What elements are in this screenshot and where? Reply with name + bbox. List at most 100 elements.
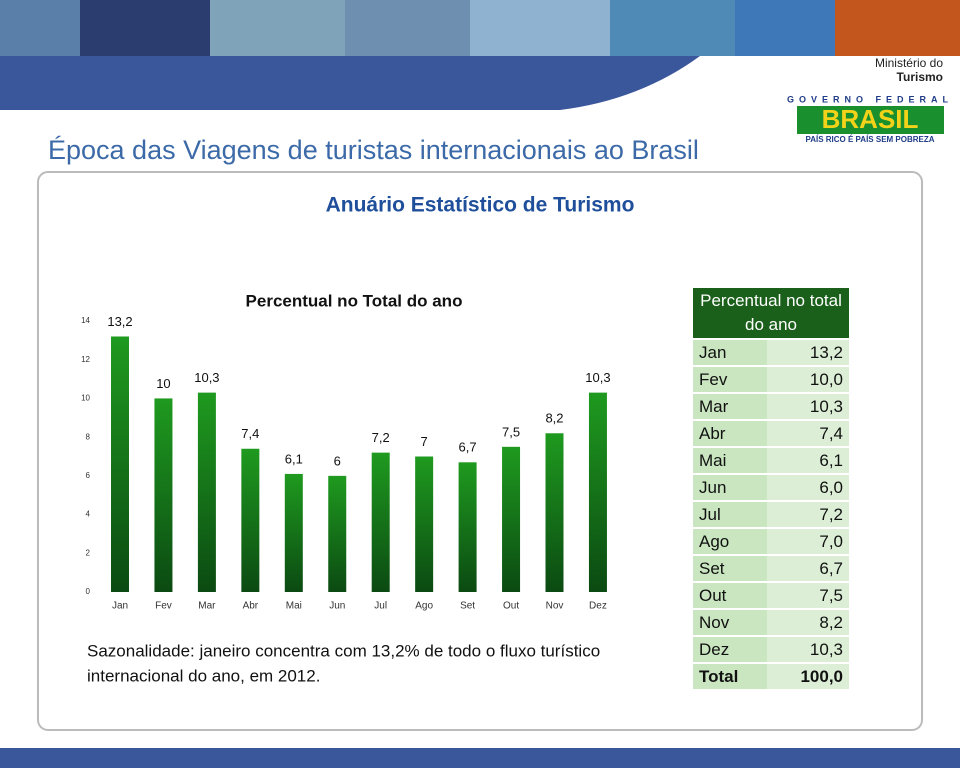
x-tick-label: Abr <box>243 601 259 612</box>
bar <box>545 433 564 592</box>
ministry: Ministério do <box>875 56 943 70</box>
value-label: 7,5 <box>502 424 520 439</box>
table-label: Total <box>693 664 767 689</box>
ministry-name: Turismo <box>897 70 943 84</box>
y-tick-label: 10 <box>81 394 90 403</box>
x-tick-label: Fev <box>155 601 172 612</box>
note-line: internacional do ano, em 2012. <box>87 666 320 685</box>
table-value: 10,0 <box>767 367 849 392</box>
value-label: 13,2 <box>107 314 132 329</box>
x-tick-label: Mai <box>286 601 302 612</box>
value-label: 6 <box>334 453 341 468</box>
value-label: 7,2 <box>372 430 390 445</box>
x-tick-label: Set <box>460 601 475 612</box>
y-tick-label: 8 <box>86 432 91 441</box>
table-label: Abr <box>693 421 767 446</box>
table-value: 7,4 <box>767 421 849 446</box>
bar <box>154 398 173 592</box>
table-label: Mar <box>693 394 767 419</box>
motto: PAÍS RICO É PAÍS SEM POBREZA <box>805 135 934 144</box>
x-tick-label: Jun <box>329 601 345 612</box>
bar <box>328 475 347 592</box>
y-tick-label: 2 <box>86 548 91 557</box>
x-tick-label: Out <box>503 601 519 612</box>
table-value: 6,1 <box>767 448 849 473</box>
y-tick-label: 6 <box>86 471 91 480</box>
table-row: Abr 7,4 <box>693 421 849 446</box>
table-value: 10,3 <box>767 394 849 419</box>
x-tick-label: Jul <box>374 601 387 612</box>
table-value: 6,0 <box>767 475 849 500</box>
brand-box <box>797 106 944 134</box>
table-label: Dez <box>693 637 767 662</box>
value-label: 7 <box>421 434 428 449</box>
table-row: Jul 7,2 <box>693 502 849 527</box>
table-row: Jan 13,2 <box>693 340 849 365</box>
y-tick-label: 14 <box>81 316 90 325</box>
table-row: Jun 6,0 <box>693 475 849 500</box>
table-value: 7,2 <box>767 502 849 527</box>
table-row: Ago 7,0 <box>693 529 849 554</box>
table-label: Jan <box>693 340 767 365</box>
table-value: 13,2 <box>767 340 849 365</box>
bar <box>502 446 521 592</box>
x-tick-label: Mar <box>198 601 216 612</box>
table-label: Set <box>693 556 767 581</box>
table-value: 7,0 <box>767 529 849 554</box>
note-line: Sazonalidade: janeiro concentra com 13,2… <box>87 641 600 660</box>
table-label: Mai <box>693 448 767 473</box>
bar <box>415 456 434 592</box>
bar <box>111 336 129 592</box>
table-row: Mar 10,3 <box>693 394 849 419</box>
table-label: Nov <box>693 610 767 635</box>
brand: BRASIL <box>822 104 919 134</box>
x-tick-label: Nov <box>546 601 564 612</box>
value-label: 6,7 <box>459 440 477 455</box>
table-value: 7,5 <box>767 583 849 608</box>
table-label: Jul <box>693 502 767 527</box>
table-row: Mai 6,1 <box>693 448 849 473</box>
table-value: 10,3 <box>767 637 849 662</box>
y-tick-label: 4 <box>86 510 91 519</box>
value-label: 6,1 <box>285 451 303 466</box>
y-tick-label: 12 <box>81 355 90 364</box>
table-row: Total 100,0 <box>693 664 849 689</box>
table-row: Dez 10,3 <box>693 637 849 662</box>
bar <box>197 392 216 592</box>
data-table: Percentual no total do ano Jan 13,2 Fev 10,… <box>693 286 849 691</box>
y-tick-label: 0 <box>86 587 91 596</box>
subtitle: Anuário Estatístico de Turismo <box>326 194 635 217</box>
table-header: Percentual no total do ano <box>693 288 849 338</box>
footer-band <box>0 748 960 768</box>
header-band <box>0 56 700 110</box>
chart-title: Percentual no Total do ano <box>246 291 463 310</box>
value-label: 10 <box>156 376 170 391</box>
bar <box>588 392 607 592</box>
page-title: Época das Viagens de turistas internacio… <box>48 135 699 165</box>
table-row: Set 6,7 <box>693 556 849 581</box>
bar <box>284 473 303 592</box>
bar <box>458 462 477 592</box>
photo-banner <box>0 0 960 56</box>
value-label: 8,2 <box>545 411 563 426</box>
table-label: Fev <box>693 367 767 392</box>
value-label: 10,3 <box>194 370 219 385</box>
bar <box>371 452 390 592</box>
gov: GOVERNO FEDERAL <box>787 94 953 104</box>
x-tick-label: Dez <box>589 601 607 612</box>
x-tick-label: Jan <box>112 601 128 612</box>
bar <box>241 448 260 592</box>
x-tick-label: Ago <box>415 601 433 612</box>
table-value: 6,7 <box>767 556 849 581</box>
value-label: 7,4 <box>241 426 259 441</box>
table-value: 8,2 <box>767 610 849 635</box>
table-value: 100,0 <box>767 664 849 689</box>
value-label: 10,3 <box>585 370 610 385</box>
table-label: Out <box>693 583 767 608</box>
table-label: Ago <box>693 529 767 554</box>
table-row: Out 7,5 <box>693 583 849 608</box>
table-label: Jun <box>693 475 767 500</box>
table-row: Nov 8,2 <box>693 610 849 635</box>
table-row: Fev 10,0 <box>693 367 849 392</box>
